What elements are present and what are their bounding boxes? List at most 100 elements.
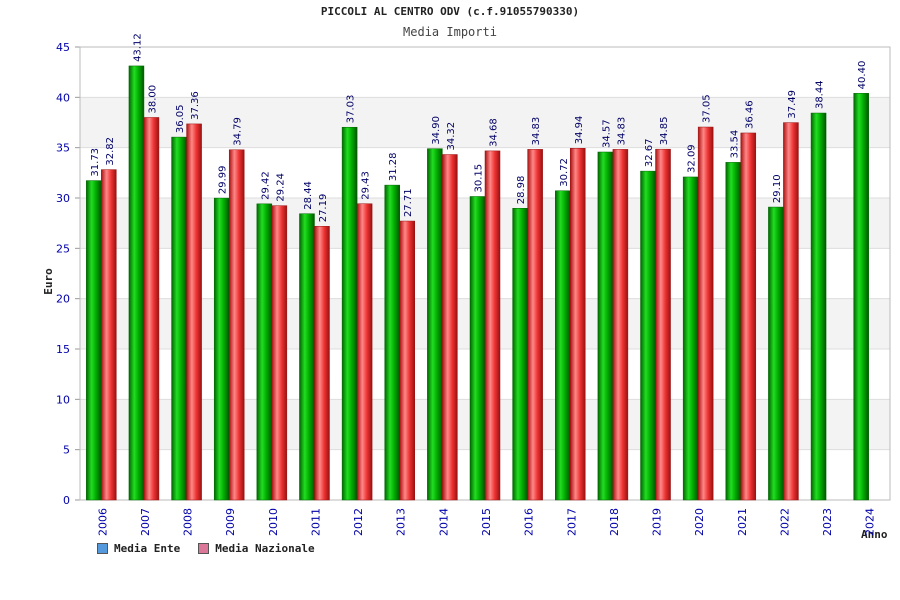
data-label-ente: 31.73 (90, 148, 101, 177)
bar-ente (299, 213, 315, 501)
data-label-nazionale: 36.46 (744, 100, 755, 129)
bar-nazionale (655, 148, 671, 501)
data-label-nazionale: 37.49 (787, 90, 798, 119)
data-label-nazionale: 37.05 (702, 94, 713, 123)
data-label-ente: 30.72 (559, 158, 570, 187)
y-tick-label: 15 (56, 343, 70, 356)
bar-nazionale (143, 117, 160, 501)
bar-nazionale (570, 148, 586, 501)
bar-nazionale (399, 220, 415, 501)
data-label-ente: 29.99 (218, 165, 229, 194)
x-tick-label: 2016 (523, 508, 536, 536)
data-label-ente: 29.42 (260, 171, 271, 200)
data-label-ente: 31.28 (388, 152, 399, 181)
bar-ente (640, 170, 656, 501)
bar-nazionale (740, 132, 757, 501)
legend-label-ente: Media Ente (114, 542, 181, 555)
bar-ente (341, 126, 358, 501)
bar-ente (256, 203, 273, 501)
data-label-nazionale: 34.79 (233, 117, 244, 146)
y-tick-label: 25 (56, 242, 70, 255)
x-tick-label: 2017 (565, 508, 578, 536)
legend-swatch-ente (97, 543, 108, 554)
bar-ente (86, 180, 102, 501)
bar-ente (171, 136, 187, 501)
data-label-nazionale: 38.00 (147, 85, 158, 114)
x-tick-label: 2021 (736, 508, 749, 536)
chart-subtitle: Media Importi (403, 25, 497, 39)
data-label-ente: 30.15 (474, 164, 485, 193)
bar-nazionale (101, 169, 117, 501)
x-tick-label: 2023 (821, 508, 834, 536)
bar-nazionale (783, 122, 799, 501)
data-label-nazionale: 32.82 (105, 137, 116, 166)
bar-nazionale (271, 205, 288, 501)
x-tick-label: 2024 (864, 508, 877, 536)
bar-ente (682, 176, 699, 501)
bar-ente (512, 208, 528, 501)
x-tick-label: 2020 (693, 508, 706, 536)
bar-nazionale (314, 226, 330, 501)
bar-ente (128, 65, 145, 501)
y-tick-label: 35 (56, 142, 70, 155)
x-tick-label: 2012 (352, 508, 365, 536)
legend-swatch-nazionale (198, 543, 210, 554)
data-label-ente: 33.54 (729, 130, 740, 159)
bar-ente (469, 196, 486, 501)
x-axis-label: Anno (861, 528, 888, 541)
x-tick-label: 2009 (224, 508, 237, 536)
data-label-nazionale: 34.32 (446, 122, 457, 151)
data-label-ente: 37.03 (346, 95, 357, 124)
x-tick-label: 2019 (651, 508, 664, 536)
chart-title: PICCOLI AL CENTRO ODV (c.f.91055790330) (320, 5, 580, 18)
bar-ente (555, 190, 571, 501)
x-tick-label: 2013 (395, 508, 408, 536)
data-label-ente: 32.09 (687, 144, 698, 173)
legend-label-nazionale: Media Nazionale (215, 542, 315, 555)
legend: Media Ente Media Nazionale (97, 542, 315, 555)
y-tick-label: 0 (63, 494, 70, 507)
x-tick-label: 2006 (96, 508, 109, 536)
bar-nazionale (697, 126, 714, 501)
bar-ente (427, 148, 443, 501)
data-label-nazionale: 29.43 (361, 171, 372, 200)
x-tick-label: 2018 (608, 508, 621, 536)
y-tick-label: 30 (56, 192, 70, 205)
data-label-ente: 34.90 (431, 116, 442, 145)
bar-ente (597, 151, 614, 501)
bar-ente (853, 93, 869, 501)
data-label-nazionale: 37.36 (190, 91, 201, 120)
data-label-ente: 38.44 (815, 80, 826, 109)
grid-band (80, 47, 890, 98)
x-tick-label: 2022 (778, 508, 791, 536)
data-label-ente: 34.57 (601, 119, 612, 148)
bar-ente (725, 162, 742, 501)
y-tick-label: 5 (63, 444, 70, 457)
bar-nazionale (484, 150, 501, 501)
data-label-ente: 28.44 (303, 181, 314, 210)
data-label-nazionale: 27.19 (318, 194, 329, 223)
x-tick-label: 2014 (437, 508, 450, 536)
legend-item-ente: Media Ente (97, 542, 180, 555)
data-label-ente: 40.40 (857, 61, 868, 90)
y-tick-label: 45 (56, 41, 70, 54)
data-label-nazionale: 34.68 (489, 118, 500, 147)
bar-ente (384, 184, 400, 501)
bar-ente (810, 112, 827, 501)
data-label-ente: 43.12 (132, 33, 143, 62)
y-tick-label: 20 (56, 293, 70, 306)
bar-nazionale (356, 203, 373, 501)
data-label-ente: 36.05 (175, 104, 186, 133)
data-label-nazionale: 27.71 (403, 188, 414, 217)
x-tick-label: 2008 (182, 508, 195, 536)
data-label-ente: 28.98 (516, 176, 527, 205)
data-label-nazionale: 29.24 (275, 173, 286, 202)
data-label-ente: 32.67 (644, 138, 655, 167)
bar-nazionale (442, 154, 458, 501)
bar-nazionale (612, 149, 629, 501)
x-tick-label: 2011 (309, 508, 322, 536)
x-tick-label: 2010 (267, 508, 280, 536)
data-label-nazionale: 34.94 (574, 116, 585, 145)
data-label-nazionale: 34.83 (616, 117, 627, 146)
